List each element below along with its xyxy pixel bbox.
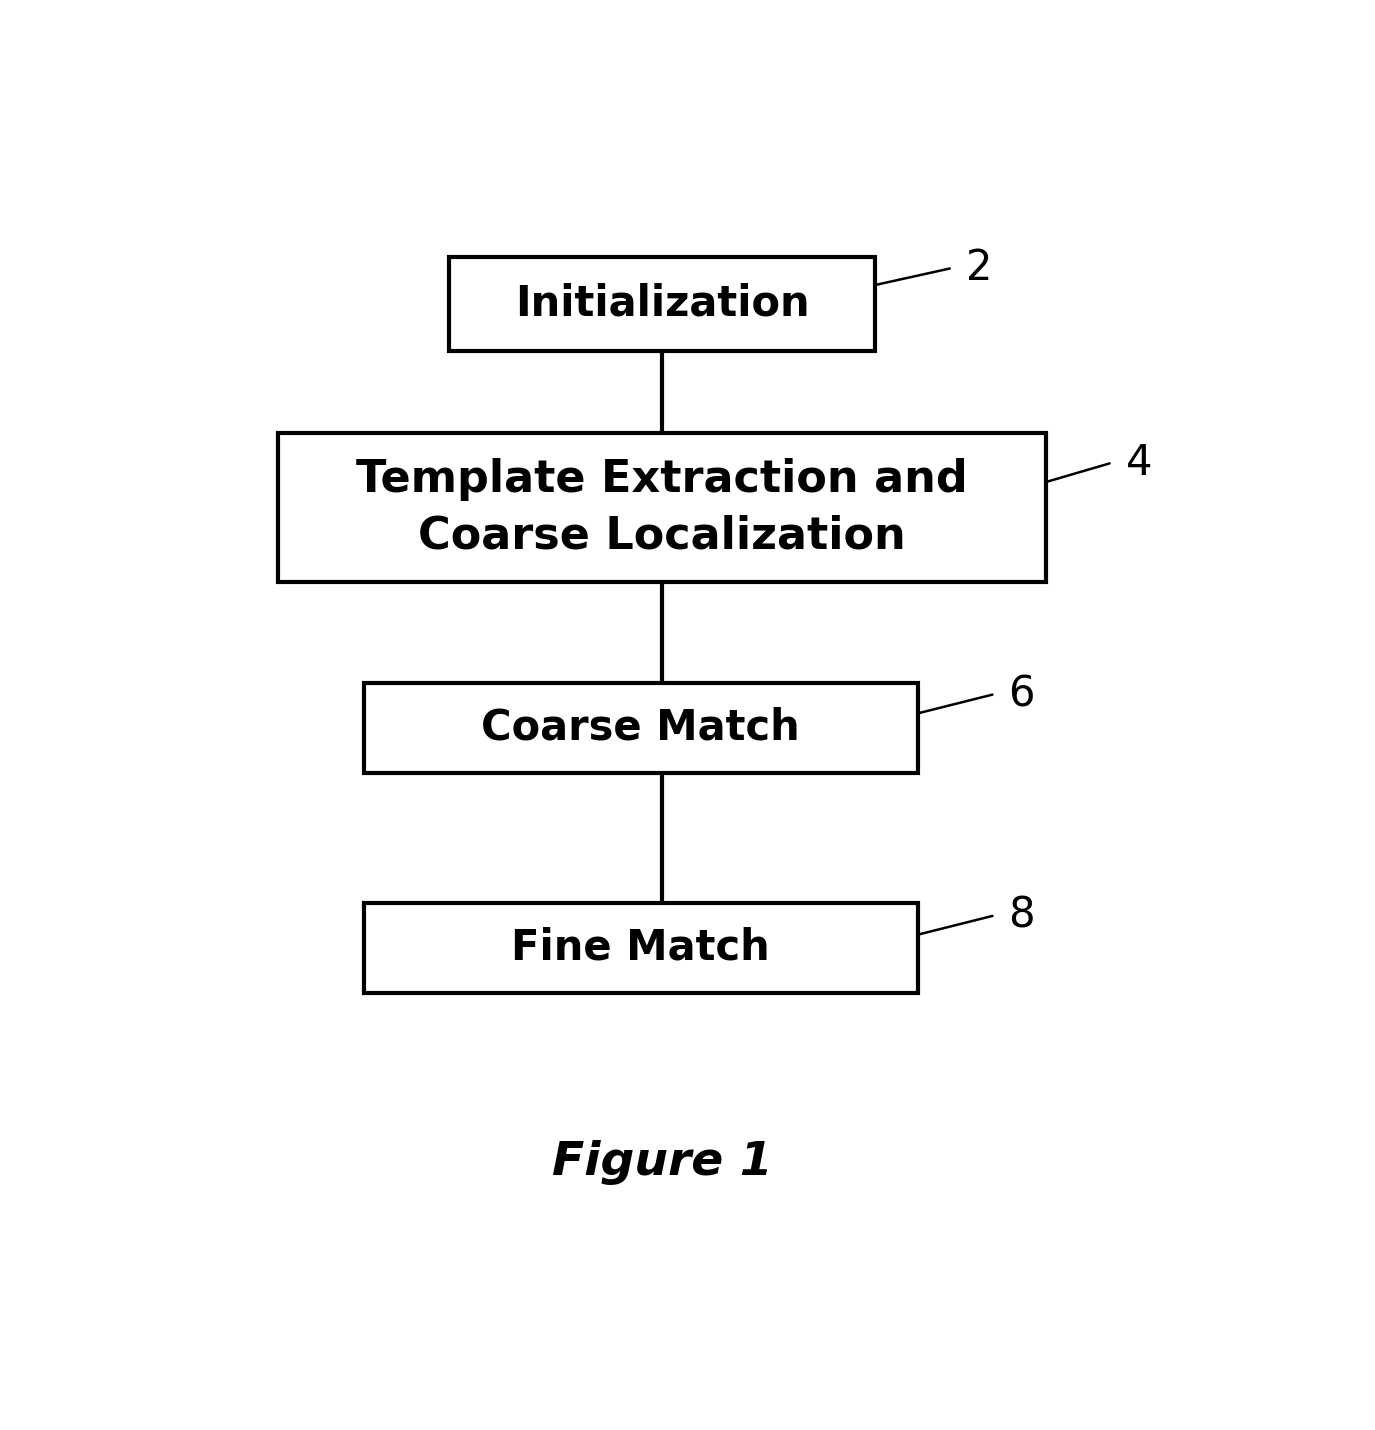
- Text: 6: 6: [1008, 674, 1035, 715]
- Text: Fine Match: Fine Match: [512, 927, 770, 970]
- Bar: [278, 433, 1045, 582]
- Bar: [363, 682, 918, 772]
- Bar: [448, 257, 874, 350]
- Text: 4: 4: [1126, 442, 1152, 485]
- Text: 8: 8: [1008, 895, 1035, 937]
- Text: Coarse Match: Coarse Match: [481, 706, 800, 749]
- Text: 2: 2: [965, 247, 993, 289]
- Bar: [363, 902, 918, 992]
- Text: Initialization: Initialization: [514, 283, 810, 325]
- Text: Template Extraction and
Coarse Localization: Template Extraction and Coarse Localizat…: [356, 458, 968, 558]
- Text: Figure 1: Figure 1: [551, 1140, 773, 1185]
